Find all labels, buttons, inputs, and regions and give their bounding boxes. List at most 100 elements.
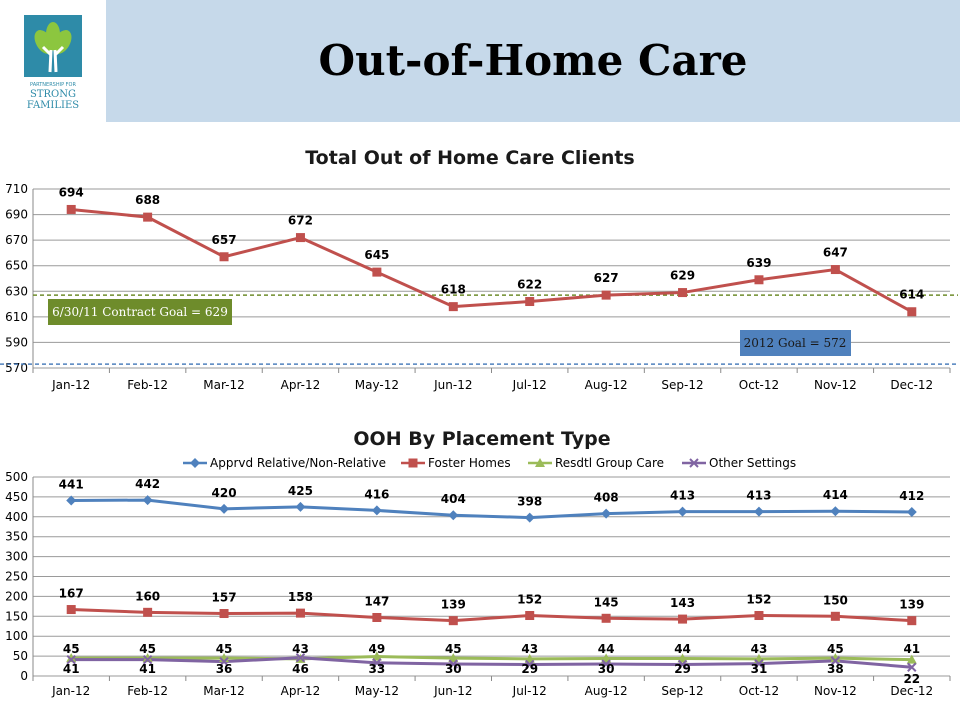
placement-type-chart: OOH By Placement Type 0 50 100 150 200 250 300 3… bbox=[5, 428, 951, 698]
y-tick-label: 200 bbox=[5, 589, 28, 603]
x-tick-label: Feb-12 bbox=[127, 378, 168, 392]
data-label: 158 bbox=[288, 590, 313, 604]
data-label: 672 bbox=[288, 214, 313, 228]
legend-marker bbox=[535, 458, 545, 467]
y-tick-label: 400 bbox=[5, 510, 28, 524]
data-point bbox=[448, 659, 458, 669]
data-point bbox=[524, 512, 535, 523]
data-point bbox=[907, 307, 917, 317]
y-tick-label: 300 bbox=[5, 550, 28, 564]
logo-line2: STRONG bbox=[30, 89, 76, 100]
data-point bbox=[677, 659, 688, 670]
data-label: 143 bbox=[670, 596, 695, 610]
data-label: 36 bbox=[216, 662, 233, 676]
x-tick-label: Nov-12 bbox=[814, 684, 857, 698]
y-tick-label: 570 bbox=[5, 361, 28, 375]
data-label: 694 bbox=[59, 185, 84, 199]
data-point bbox=[830, 653, 841, 663]
data-point bbox=[448, 302, 458, 312]
data-label: 416 bbox=[364, 487, 389, 501]
data-point bbox=[753, 506, 764, 517]
y-tick-label: 350 bbox=[5, 530, 28, 544]
data-label: 412 bbox=[899, 489, 924, 503]
data-point bbox=[66, 605, 76, 615]
x-tick-label: Mar-12 bbox=[203, 378, 244, 392]
data-point bbox=[830, 611, 840, 621]
data-label: 152 bbox=[517, 593, 542, 607]
data-label: 31 bbox=[751, 662, 768, 676]
y-tick-label: 150 bbox=[5, 609, 28, 623]
total-ooh-chart: Total Out of Home Care Clients 570 590 610 6… bbox=[0, 147, 958, 392]
data-point bbox=[372, 612, 382, 622]
y-tick-label: 50 bbox=[13, 649, 28, 663]
data-label: 45 bbox=[827, 642, 844, 656]
data-label: 33 bbox=[369, 662, 386, 676]
data-label: 629 bbox=[670, 269, 695, 283]
y-tick-label: 710 bbox=[5, 182, 28, 196]
data-point bbox=[830, 506, 841, 517]
data-label: 150 bbox=[823, 593, 848, 607]
contract-goal-label: 6/30/11 Contract Goal = 629 bbox=[52, 305, 228, 319]
data-point bbox=[448, 510, 459, 521]
data-label: 688 bbox=[135, 193, 160, 207]
data-point bbox=[525, 659, 535, 670]
y-tick-label: 450 bbox=[5, 490, 28, 504]
x-tick-label: Dec-12 bbox=[890, 378, 933, 392]
chart-title: OOH By Placement Type bbox=[353, 428, 610, 450]
data-point bbox=[525, 611, 535, 621]
data-point bbox=[678, 288, 688, 298]
data-point bbox=[448, 653, 459, 663]
x-tick-label: Feb-12 bbox=[127, 684, 168, 698]
series-line bbox=[71, 608, 912, 623]
x-tick-label: Jan-12 bbox=[51, 684, 90, 698]
data-label: 413 bbox=[670, 489, 695, 503]
y-tick-label: 250 bbox=[5, 570, 28, 584]
data-point bbox=[754, 275, 764, 285]
data-point bbox=[371, 505, 382, 516]
data-label: 420 bbox=[212, 486, 237, 500]
data-label: 398 bbox=[517, 495, 542, 509]
x-tick-label: Mar-12 bbox=[203, 684, 244, 698]
x-tick-label: Oct-12 bbox=[739, 684, 779, 698]
data-label: 160 bbox=[135, 589, 160, 603]
x-tick-label: Sep-12 bbox=[661, 378, 703, 392]
data-label: 45 bbox=[63, 642, 80, 656]
data-label: 43 bbox=[521, 642, 538, 656]
tree-logo-icon: PARTNERSHIP FOR STRONG FAMILIES bbox=[24, 15, 82, 111]
data-label: 43 bbox=[292, 642, 309, 656]
legend-marker bbox=[689, 458, 699, 468]
x-tick-label: May-12 bbox=[355, 684, 399, 698]
data-label: 44 bbox=[598, 642, 615, 656]
data-point bbox=[372, 267, 382, 277]
x-tick-label: Jul-12 bbox=[512, 378, 547, 392]
data-point bbox=[143, 607, 153, 617]
legend-item: Foster Homes bbox=[428, 456, 511, 470]
data-label: 413 bbox=[746, 489, 771, 503]
y-tick-label: 690 bbox=[5, 208, 28, 222]
data-point bbox=[907, 616, 917, 626]
x-tick-label: Oct-12 bbox=[739, 378, 779, 392]
data-label: 157 bbox=[212, 591, 237, 605]
data-point bbox=[448, 616, 458, 626]
data-point bbox=[372, 658, 382, 668]
data-label: 441 bbox=[59, 477, 84, 491]
goal-2012-label: 2012 Goal = 572 bbox=[744, 336, 847, 350]
data-point bbox=[830, 265, 840, 275]
data-point bbox=[830, 656, 841, 666]
x-tick-label: Apr-12 bbox=[281, 378, 321, 392]
x-tick-label: Jun-12 bbox=[433, 378, 472, 392]
data-label: 29 bbox=[674, 662, 691, 676]
data-point bbox=[601, 613, 611, 623]
data-point bbox=[142, 654, 153, 665]
data-point bbox=[907, 662, 917, 672]
logo: PARTNERSHIP FOR STRONG FAMILIES bbox=[0, 0, 106, 122]
data-label: 30 bbox=[445, 662, 462, 676]
data-label: 41 bbox=[139, 662, 156, 676]
data-point bbox=[66, 653, 77, 663]
series-line bbox=[71, 656, 912, 669]
y-tick-label: 100 bbox=[5, 629, 28, 643]
x-tick-label: Dec-12 bbox=[890, 684, 933, 698]
data-label: 442 bbox=[135, 477, 160, 491]
y-tick-label: 670 bbox=[5, 233, 28, 247]
data-label: 29 bbox=[521, 662, 538, 676]
